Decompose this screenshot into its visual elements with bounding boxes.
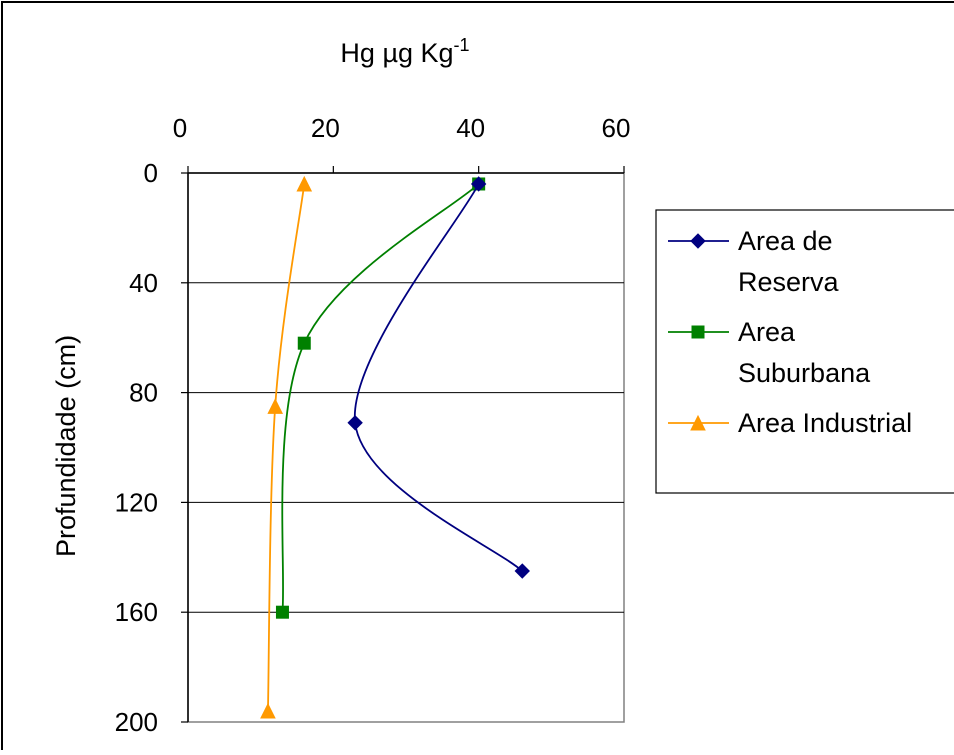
series-2: [260, 175, 313, 719]
y-tick-label-160: 160: [115, 597, 158, 627]
x-tick-label-60: 60: [602, 113, 631, 143]
legend-label-2-0: Area Industrial: [738, 408, 912, 438]
y-tick-label-200: 200: [115, 707, 158, 737]
x-tick-label-40: 40: [456, 113, 485, 143]
x-tick-label-0: 0: [173, 113, 187, 143]
legend-label-1-1: Suburbana: [738, 358, 871, 388]
y-axis-title: Profundidade (cm): [51, 335, 81, 557]
plot-area: [187, 172, 625, 723]
legend: Area de Reserva Area Suburbana Area Industri…: [655, 209, 954, 494]
data-point-0-2: [514, 563, 530, 579]
data-point-1-1: [297, 336, 311, 350]
series-line-2: [267, 183, 306, 712]
y-tick-label-80: 80: [129, 378, 158, 408]
legend-item-1: Area Suburbana: [668, 317, 871, 388]
legend-label-0-0: Area de: [738, 226, 833, 256]
data-point-2-0: [296, 175, 313, 192]
x-axis-title-superscript: -1: [454, 35, 470, 55]
legend-item-2: Area Industrial: [668, 408, 912, 438]
legend-marker-0: [690, 233, 706, 249]
y-tick-label-0: 0: [144, 158, 158, 188]
legend-box: [655, 209, 954, 494]
y-tick-label-120: 120: [115, 487, 158, 517]
series-0: [347, 176, 530, 579]
grid-lines: [188, 282, 624, 613]
legend-marker-2: [690, 414, 706, 431]
data-point-0-1: [347, 415, 363, 431]
legend-label-0-1: Reserva: [738, 267, 840, 297]
series-lines: [260, 175, 530, 719]
legend-marker-1: [691, 325, 705, 339]
x-axis-title-main: Hg µg Kg: [340, 38, 453, 68]
data-point-2-1: [267, 398, 284, 414]
axes: 0 40 80 120 160 200 0 20 40 60: [115, 113, 631, 737]
legend-label-1-0: Area: [738, 317, 796, 347]
y-tick-label-40: 40: [129, 268, 158, 298]
x-axis-title: Hg µg Kg-1: [340, 35, 469, 68]
data-point-1-2: [275, 605, 289, 619]
data-point-2-2: [260, 702, 276, 719]
legend-item-0: Area de Reserva: [668, 226, 840, 297]
x-tick-label-20: 20: [311, 113, 340, 143]
data-point-0-0: [470, 176, 487, 192]
